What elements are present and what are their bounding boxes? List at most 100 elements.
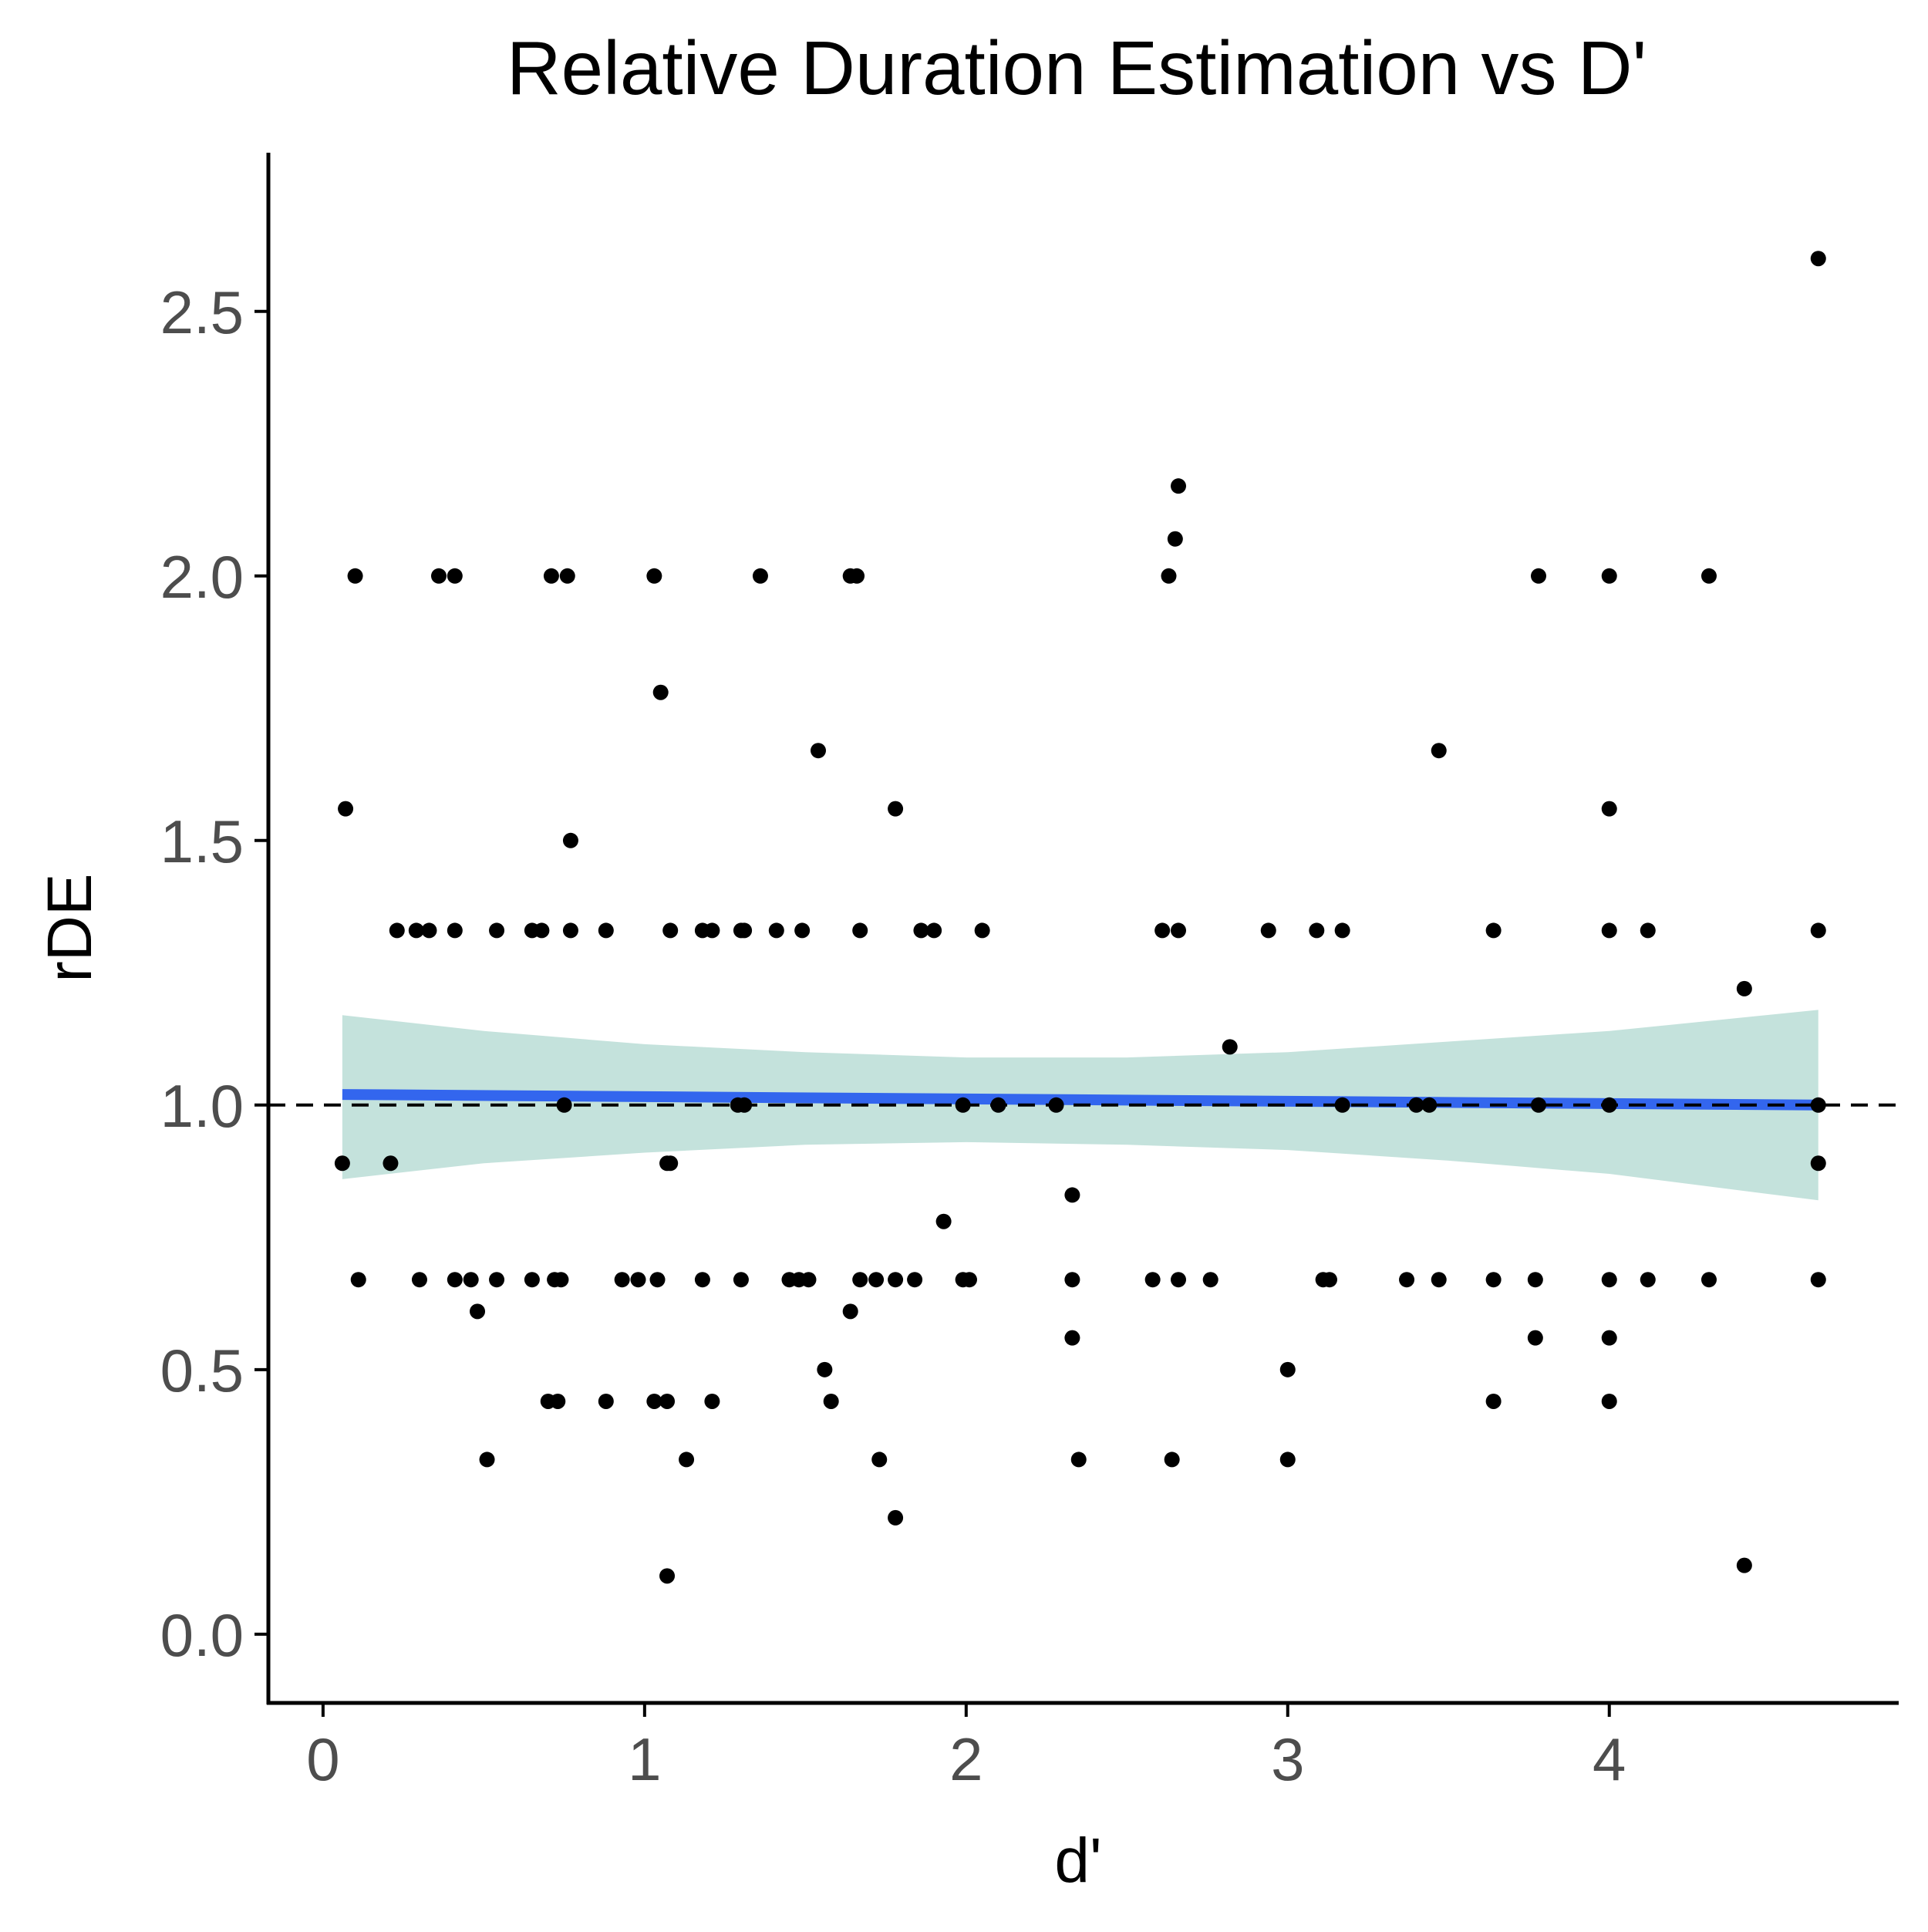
data-point — [350, 1272, 366, 1288]
data-point — [408, 922, 424, 939]
data-point — [614, 1272, 630, 1288]
data-points-layer — [334, 251, 1826, 1584]
y-axis-title: rDE — [35, 873, 105, 982]
data-point — [649, 1272, 666, 1288]
y-tick-label: 1.5 — [160, 808, 244, 875]
chart-title: Relative Duration Estimation vs D' — [507, 25, 1647, 110]
data-point — [1070, 1452, 1087, 1468]
data-point — [907, 1272, 923, 1288]
data-point — [1408, 1097, 1424, 1113]
data-point — [1431, 1272, 1447, 1288]
y-tick-label: 0.5 — [160, 1337, 244, 1404]
data-point — [411, 1272, 427, 1288]
data-point — [652, 684, 669, 700]
data-point — [470, 1303, 486, 1320]
data-point — [1260, 922, 1276, 939]
data-point — [990, 1097, 1006, 1113]
data-point — [1064, 1187, 1080, 1203]
data-point — [1222, 1039, 1238, 1055]
data-point — [389, 922, 405, 939]
data-point — [823, 1393, 839, 1409]
data-point — [1485, 1393, 1502, 1409]
data-point — [1279, 1361, 1296, 1377]
x-axis-title: d' — [1054, 1826, 1101, 1896]
data-point — [871, 1452, 888, 1468]
data-point — [888, 801, 904, 817]
data-point — [694, 1272, 710, 1288]
data-point — [1321, 1272, 1337, 1288]
x-tick-label: 1 — [628, 1725, 661, 1793]
data-point — [736, 922, 753, 939]
data-point — [1421, 1097, 1438, 1113]
data-point — [1810, 1097, 1826, 1113]
data-point — [662, 1155, 679, 1172]
data-point — [1601, 1330, 1617, 1346]
data-point — [733, 1272, 749, 1288]
x-tick-label: 0 — [306, 1725, 339, 1793]
data-point — [1309, 922, 1325, 939]
data-point — [752, 568, 768, 584]
data-point — [553, 1272, 569, 1288]
data-point — [479, 1452, 495, 1468]
x-tick-label: 2 — [949, 1725, 983, 1793]
data-point — [598, 1393, 614, 1409]
data-point — [1171, 922, 1187, 939]
data-point — [1048, 1097, 1064, 1113]
data-point — [1810, 1272, 1826, 1288]
data-point — [888, 1509, 904, 1526]
data-point — [662, 922, 679, 939]
data-point — [556, 1097, 572, 1113]
data-point — [1700, 568, 1717, 584]
data-point — [1810, 251, 1826, 267]
data-point — [1601, 1097, 1617, 1113]
data-point — [1601, 1393, 1617, 1409]
data-point — [347, 568, 363, 584]
data-point — [1164, 1452, 1180, 1468]
data-point — [421, 922, 437, 939]
y-tick-label: 1.0 — [160, 1072, 244, 1140]
data-point — [447, 922, 463, 939]
data-point — [1202, 1272, 1218, 1288]
axes-layer: 0 1 2 3 4 0.0 0.5 1.0 1.5 2.0 2.5 — [160, 153, 1899, 1793]
data-point — [974, 922, 990, 939]
data-point — [888, 1272, 904, 1288]
data-point — [1144, 1272, 1161, 1288]
data-point — [550, 1393, 566, 1409]
data-point — [811, 743, 827, 759]
data-point — [489, 922, 505, 939]
data-point — [768, 922, 784, 939]
data-point — [1485, 922, 1502, 939]
data-point — [852, 1272, 868, 1288]
data-point — [961, 1272, 977, 1288]
data-point — [1399, 1272, 1415, 1288]
data-point — [913, 922, 929, 939]
data-point — [801, 1272, 817, 1288]
data-point — [1279, 1452, 1296, 1468]
data-point — [630, 1272, 646, 1288]
data-point — [1334, 1097, 1350, 1113]
data-point — [1485, 1272, 1502, 1288]
data-point — [794, 922, 811, 939]
data-point — [736, 1097, 753, 1113]
data-point — [849, 568, 865, 584]
data-point — [338, 801, 354, 817]
x-tick-label: 3 — [1271, 1725, 1304, 1793]
data-point — [559, 568, 575, 584]
data-point — [1640, 922, 1656, 939]
data-point — [1736, 980, 1752, 996]
data-point — [704, 922, 720, 939]
data-point — [1601, 1272, 1617, 1288]
data-point — [1527, 1272, 1543, 1288]
data-point — [1736, 1557, 1752, 1573]
data-point — [646, 1393, 662, 1409]
data-point — [334, 1155, 350, 1172]
data-point — [659, 1568, 676, 1584]
data-point — [1601, 568, 1617, 584]
data-point — [1700, 1272, 1717, 1288]
data-point — [447, 568, 463, 584]
data-point — [1601, 922, 1617, 939]
data-point — [1334, 922, 1350, 939]
data-point — [543, 568, 559, 584]
